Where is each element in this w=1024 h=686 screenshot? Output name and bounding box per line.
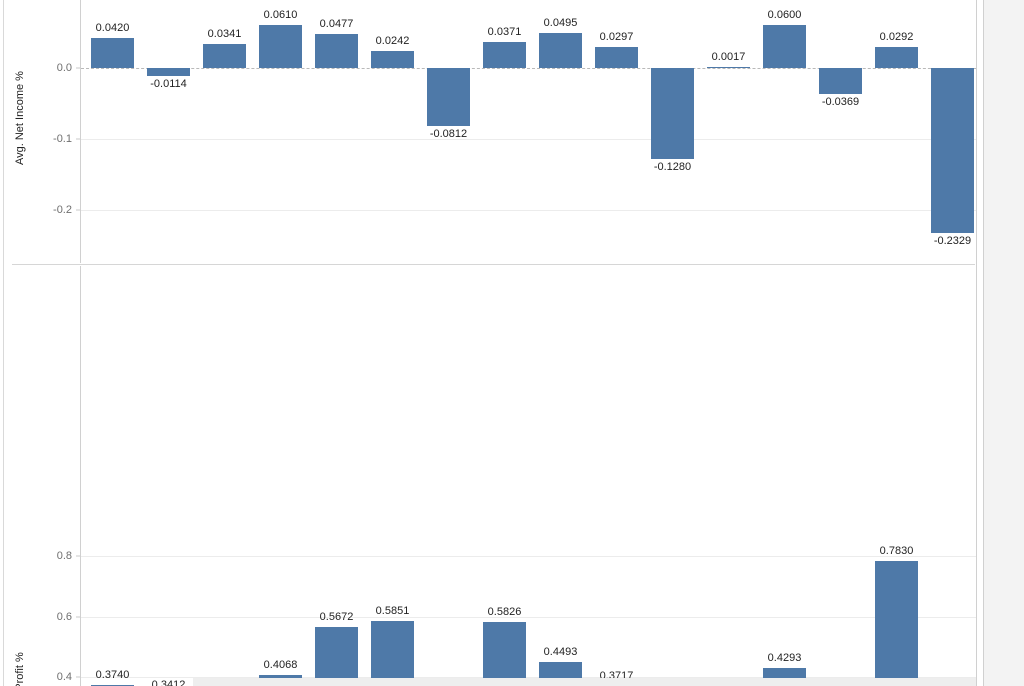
bar[interactable] [371, 621, 414, 686]
net-income-y-tick-mark [76, 138, 81, 140]
bar[interactable] [371, 50, 414, 68]
net-income-y-tick-label: -0.2 [53, 204, 72, 216]
bar-value-label: 0.5826 [487, 605, 522, 618]
bar-value-label: 0.0297 [599, 30, 634, 43]
net-income-panel: Avg. Net Income % 0.0 -0.1 -0.2 0.0420 -0.0… [4, 0, 976, 264]
gross-profit-axis-title: Avg. Gross Profit % [14, 595, 30, 686]
bar-value-label: 0.5851 [375, 605, 410, 618]
horizontal-scrollbar[interactable] [193, 678, 976, 686]
gross-profit-y-tick-label: 0.6 [56, 610, 72, 623]
bar[interactable] [427, 68, 470, 126]
gross-profit-plot: 0.37400.34120.25030.40680.56720.58510.27… [80, 266, 976, 686]
bar[interactable] [483, 41, 526, 68]
gross-profit-y-tick-label: 0.4 [56, 671, 72, 684]
gross-profit-y-tick-mark [76, 616, 81, 618]
gross-profit-y-tick-mark [76, 555, 81, 557]
gross-profit-y-tick-mark [76, 676, 81, 678]
panel-divider [12, 264, 975, 265]
gross-profit-y-tick-label: 0.8 [56, 549, 72, 562]
bar-value-label: 0.0420 [95, 22, 130, 35]
bar[interactable] [147, 68, 190, 77]
bar-value-label: 0.0341 [207, 27, 242, 40]
gross-profit-gridline [81, 555, 976, 557]
bar[interactable] [875, 47, 918, 68]
bar[interactable] [707, 66, 750, 68]
bar-value-label: 0.4068 [263, 659, 298, 672]
bar[interactable] [875, 560, 918, 686]
bar-value-label: 0.0495 [543, 16, 578, 29]
bar[interactable] [931, 68, 974, 234]
net-income-y-tick-label: -0.1 [53, 133, 72, 145]
bar[interactable] [651, 68, 694, 159]
net-income-y-tick-mark [76, 209, 81, 211]
gross-profit-gridline [81, 616, 976, 618]
net-income-plot: 0.0420 -0.0114 0.0341 0.0610 0.0477 0.0242 -0.… [80, 0, 976, 263]
bar-value-label: 0.0610 [263, 8, 298, 21]
bar-value-label: 0.0292 [879, 31, 914, 44]
net-income-y-tick-mark [76, 67, 81, 69]
bar-value-label: 0.0477 [319, 18, 354, 31]
right-side-panel [984, 0, 1024, 686]
bar[interactable] [203, 43, 246, 68]
bar-value-label: -0.2329 [933, 235, 972, 248]
bar[interactable] [483, 621, 526, 686]
bar-value-label: 0.0242 [375, 34, 410, 47]
bar[interactable] [91, 38, 134, 68]
bar[interactable] [315, 626, 358, 686]
bar-value-label: 0.0600 [767, 9, 802, 22]
bar-value-label: -0.0369 [821, 96, 860, 109]
bar-value-label: 0.3740 [95, 669, 130, 682]
bar[interactable] [259, 24, 302, 68]
gross-profit-gridline [81, 677, 976, 679]
bar[interactable] [315, 34, 358, 68]
left-panel-edge [3, 0, 4, 686]
chart-area: Avg. Net Income % 0.0 -0.1 -0.2 0.0420 -0.0… [4, 0, 976, 686]
bar[interactable] [819, 68, 862, 95]
net-income-gridline [81, 139, 976, 140]
bar-value-label: 0.5672 [319, 610, 354, 623]
bar-value-label: -0.1280 [653, 160, 692, 173]
bar-value-label: 0.4293 [767, 652, 802, 665]
net-income-y-tick-label: 0.0 [56, 62, 72, 74]
bar-value-label: 0.3412 [151, 679, 186, 686]
bar[interactable] [539, 32, 582, 68]
net-income-zero-line [81, 68, 976, 69]
vertical-scrollbar[interactable] [976, 0, 984, 686]
bar[interactable] [763, 25, 806, 68]
net-income-gridline [81, 210, 976, 211]
bar-value-label: -0.0812 [429, 127, 468, 140]
bar[interactable] [595, 46, 638, 68]
bar-value-label: 0.0371 [487, 25, 522, 38]
bar-value-label: -0.0114 [150, 78, 187, 91]
net-income-axis-title: Avg. Net Income % [14, 71, 26, 165]
bar-value-label: 0.4493 [543, 646, 578, 659]
bar-value-label: 0.7830 [879, 544, 914, 557]
bar-value-label: 0.0017 [711, 50, 746, 63]
gross-profit-panel: Avg. Gross Profit % 0.80.60.40.20.0 0.37… [4, 265, 976, 686]
